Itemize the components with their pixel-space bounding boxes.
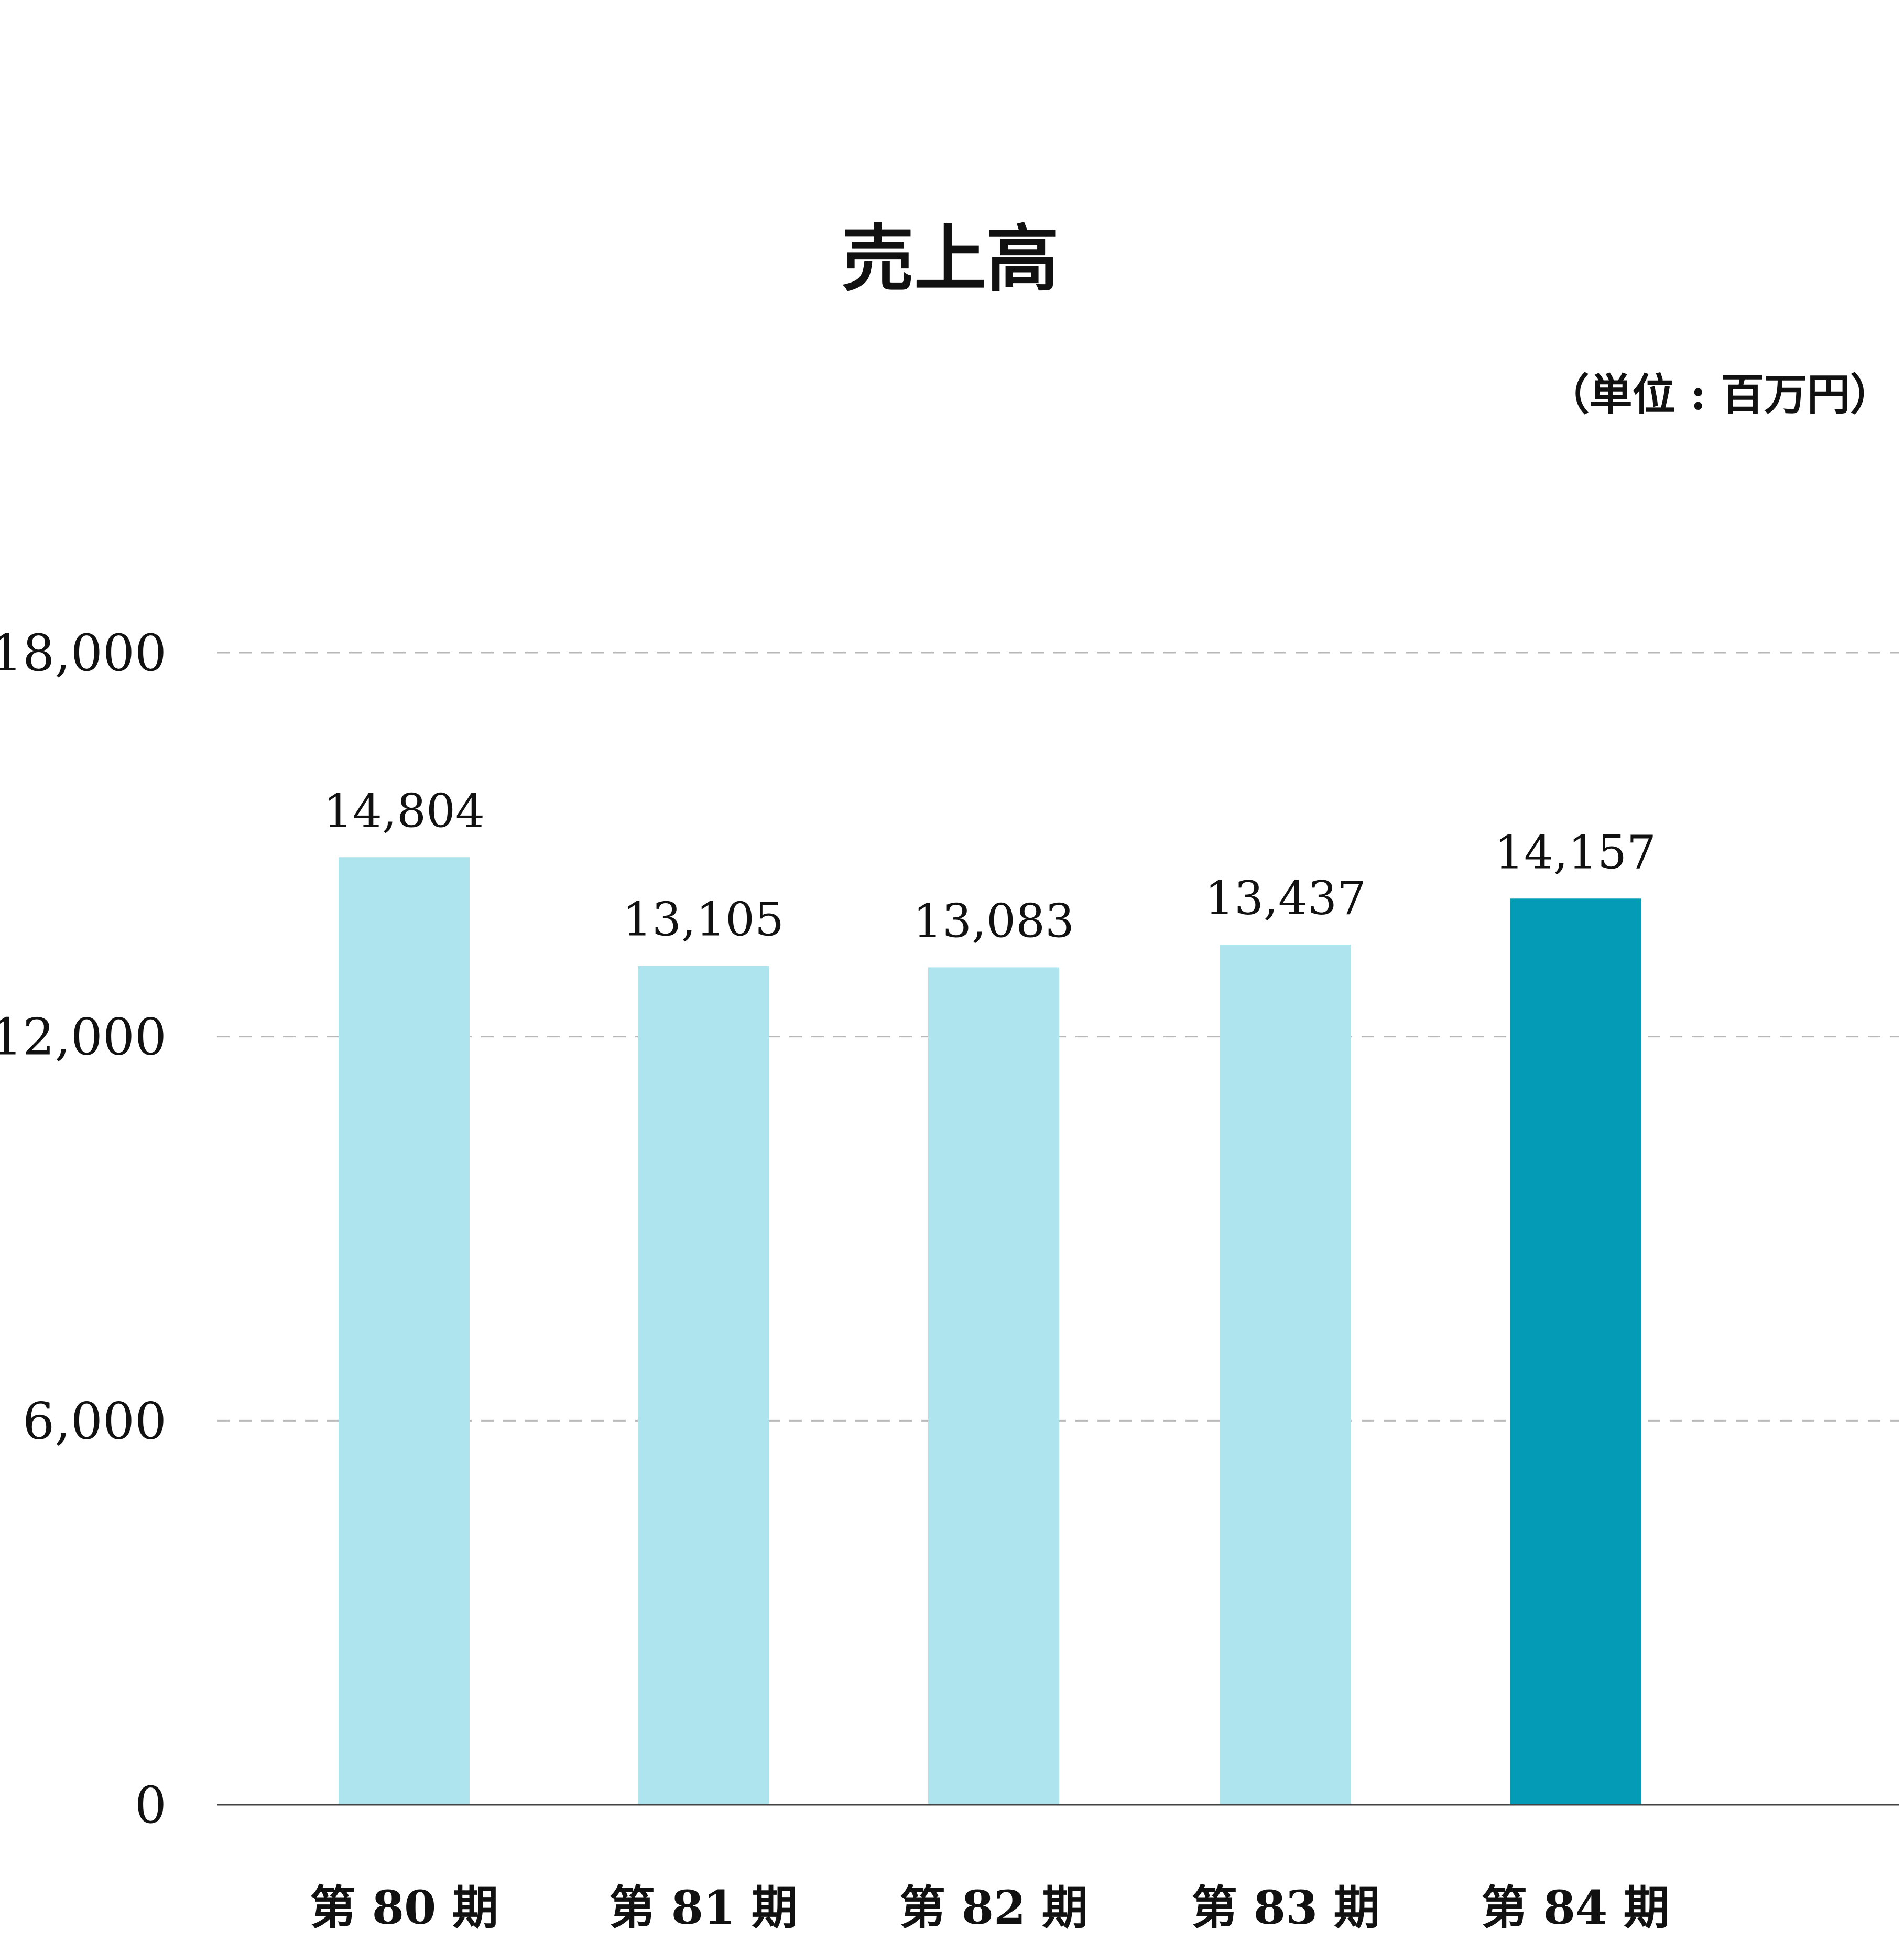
- y-axis-tick-labels: 0 6,000 12,000 18,000: [0, 624, 167, 1835]
- x-tick-label: 第 81 期: [609, 1880, 798, 1935]
- x-tick-label: 第 83 期: [1191, 1880, 1380, 1935]
- y-tick-label: 18,000: [0, 624, 167, 682]
- bar: [1220, 945, 1351, 1805]
- bar-value-label: 14,804: [323, 784, 485, 838]
- bar-value-label: 13,105: [623, 893, 784, 947]
- bar: [1510, 898, 1641, 1805]
- bar-value-label: 14,157: [1495, 825, 1656, 879]
- x-tick-label: 第 80 期: [310, 1880, 498, 1935]
- bar-value-label: 13,437: [1205, 871, 1366, 925]
- bars: [339, 857, 1641, 1805]
- bar: [339, 857, 470, 1805]
- y-tick-label: 6,000: [23, 1392, 167, 1450]
- bar: [638, 966, 769, 1805]
- unit-label: （単位 : 百万円）: [1547, 370, 1893, 420]
- y-tick-label: 0: [135, 1776, 167, 1835]
- bar: [928, 967, 1059, 1805]
- value-labels: 14,804 13,105 13,083 13,437 14,157: [323, 784, 1656, 948]
- chart-title: 売上高: [842, 216, 1059, 301]
- x-tick-label: 第 84 期: [1481, 1880, 1670, 1935]
- bar-value-label: 13,083: [913, 894, 1074, 948]
- x-tick-label: 第 82 期: [899, 1880, 1088, 1935]
- y-tick-label: 12,000: [0, 1008, 167, 1067]
- x-axis-tick-labels: 第 80 期 第 81 期 第 82 期 第 83 期 第 84 期: [310, 1880, 1670, 1935]
